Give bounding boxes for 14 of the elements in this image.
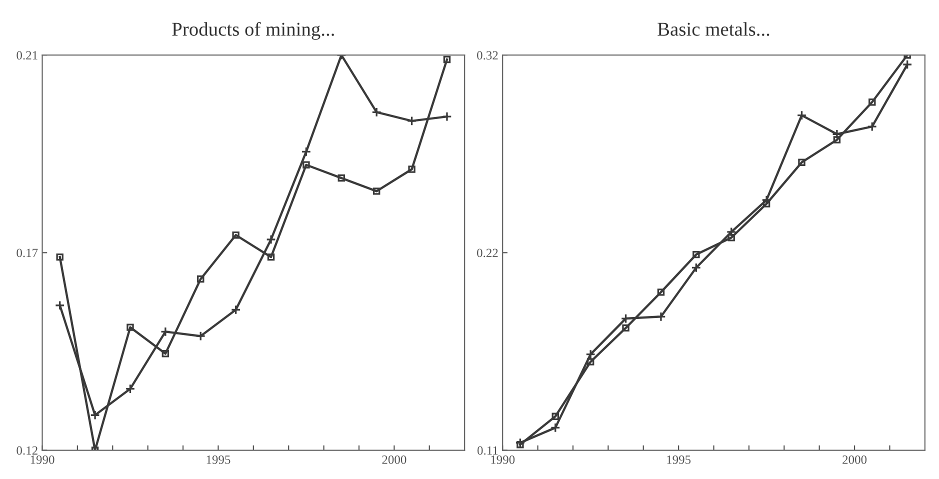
x-tick-label: 1990 xyxy=(491,455,515,464)
x-tick-label: 2000 xyxy=(842,455,867,464)
y-tick-label: 0.17 xyxy=(16,248,38,258)
y-tick-label: 0.21 xyxy=(16,51,38,60)
chart-title: Products of mining... xyxy=(172,22,334,40)
y-tick-label: 0.32 xyxy=(477,51,498,60)
x-tick-label: 2000 xyxy=(382,455,406,464)
x-tick-label: 1995 xyxy=(667,456,691,464)
x-tick-label: 1995 xyxy=(206,456,230,464)
chart-title: Basic metals... xyxy=(658,22,770,36)
y-tick-label: 0.22 xyxy=(477,248,498,258)
y-tick-label: 0.11 xyxy=(477,446,498,455)
x-tick-label: 1990 xyxy=(30,455,54,464)
y-tick-label: 0.12 xyxy=(16,446,38,455)
